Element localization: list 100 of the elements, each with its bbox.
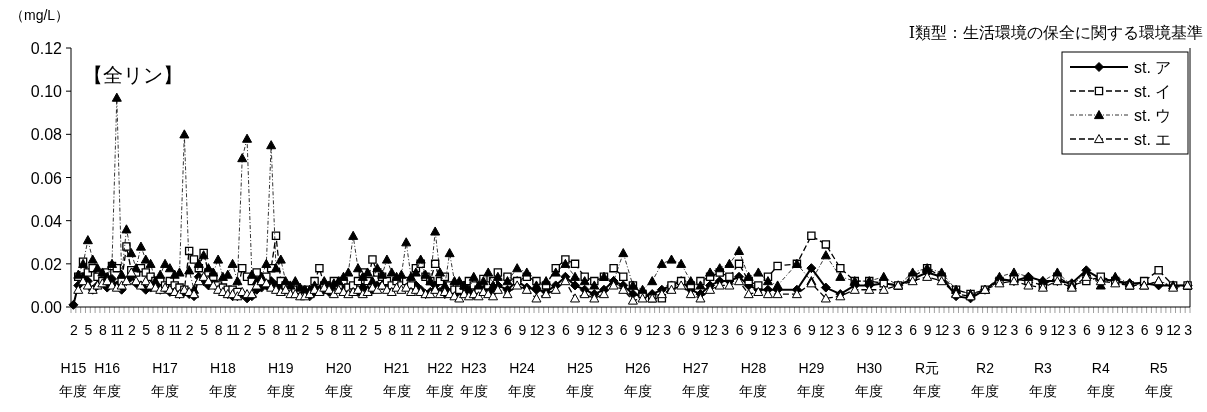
y-tick-label: 0.04 bbox=[30, 212, 63, 230]
x-tick-label: 3 bbox=[894, 322, 903, 338]
legend-label: st. ウ bbox=[1134, 107, 1172, 124]
x-tick-label: 5 bbox=[316, 322, 324, 338]
y-tick-label: 0.12 bbox=[30, 40, 63, 57]
x-tick-label: 8 bbox=[388, 322, 397, 338]
x-tick-label: 8 bbox=[98, 322, 107, 338]
x-tick-label: 3 bbox=[721, 322, 730, 338]
x-tick-label: 9 bbox=[981, 322, 990, 338]
category-label: R元年度 bbox=[913, 360, 942, 399]
x-tick-label: 12 bbox=[1108, 322, 1124, 338]
x-tick-label: 12 bbox=[1050, 322, 1066, 338]
x-tick-label: 2 bbox=[127, 322, 136, 338]
y-tick-label: 0.00 bbox=[30, 299, 63, 316]
x-tick-label: 6 bbox=[504, 322, 513, 338]
x-tick-label: 12 bbox=[703, 322, 719, 338]
x-tick-label: 9 bbox=[923, 322, 932, 338]
y-tick-label: 0.02 bbox=[30, 255, 63, 273]
x-tick-label: 11 bbox=[342, 322, 356, 338]
x-tick-label: 9 bbox=[865, 322, 874, 338]
x-tick-label: 12 bbox=[934, 322, 950, 338]
x-tick-label: 8 bbox=[156, 322, 165, 338]
x-tick-label: 3 bbox=[836, 322, 845, 338]
x-tick-label: 2 bbox=[185, 322, 194, 338]
x-tick-label: 9 bbox=[634, 322, 643, 338]
x-tick-label: 3 bbox=[1184, 322, 1193, 338]
x-tick-label: 9 bbox=[576, 322, 585, 338]
x-tick-label: 9 bbox=[460, 322, 469, 338]
category-label: H21年度 bbox=[382, 360, 411, 399]
x-tick-label: 12 bbox=[992, 322, 1008, 338]
x-tick-label: 3 bbox=[779, 322, 788, 338]
category-label: R2年度 bbox=[971, 360, 1000, 399]
category-label: R3年度 bbox=[1028, 360, 1057, 399]
x-tick-label: 3 bbox=[663, 322, 672, 338]
x-tick-label: 3 bbox=[547, 322, 556, 338]
x-tick-label: 6 bbox=[967, 322, 976, 338]
x-tick-label: 6 bbox=[851, 322, 860, 338]
x-tick-label: 6 bbox=[1140, 322, 1149, 338]
x-tick-label: 9 bbox=[518, 322, 527, 338]
category-label: R4年度 bbox=[1086, 360, 1115, 399]
x-tick-label: 9 bbox=[807, 322, 816, 338]
x-tick-label: 11 bbox=[284, 322, 298, 338]
y-tick-label: 0.10 bbox=[30, 83, 63, 101]
x-tick-label: 2 bbox=[446, 322, 455, 338]
category-label: H24年度 bbox=[507, 360, 536, 399]
x-tick-label: 9 bbox=[1097, 322, 1106, 338]
x-tick-label: 11 bbox=[428, 322, 443, 338]
x-tick-label: 12 bbox=[645, 322, 661, 338]
category-label: H20年度 bbox=[324, 360, 353, 399]
y-tick-label: 0.08 bbox=[30, 126, 63, 144]
category-label: H28年度 bbox=[739, 360, 768, 399]
x-tick-label: 12 bbox=[819, 322, 834, 338]
x-tick-label: 11 bbox=[399, 322, 414, 338]
x-tick-label: 12 bbox=[471, 322, 487, 338]
x-tick-label: 3 bbox=[1126, 322, 1135, 338]
x-tick-label: 3 bbox=[1010, 322, 1019, 338]
x-tick-label: 6 bbox=[793, 322, 802, 338]
x-tick-label: 6 bbox=[561, 322, 570, 338]
x-tick-label: 8 bbox=[330, 322, 339, 338]
x-tick-label: 6 bbox=[619, 322, 628, 338]
category-label: H17年度 bbox=[151, 360, 180, 399]
x-tick-label: 6 bbox=[677, 322, 686, 338]
category-label: H25年度 bbox=[565, 360, 594, 399]
x-tick-label: 9 bbox=[1155, 322, 1164, 338]
annotation: Ⅰ類型：生活環境の保全に関する環境基準 bbox=[908, 24, 1203, 41]
x-tick-label: 6 bbox=[1025, 322, 1034, 338]
y-tick-label: 0.06 bbox=[30, 169, 63, 187]
x-tick-label: 12 bbox=[529, 322, 545, 338]
legend-label: st. ア bbox=[1134, 59, 1172, 76]
x-tick-label: 2 bbox=[359, 322, 368, 338]
title: 【全リン】 bbox=[83, 64, 183, 86]
x-tick-label: 9 bbox=[1039, 322, 1048, 338]
x-tick-label: 12 bbox=[587, 322, 603, 338]
legend-label: st. エ bbox=[1134, 131, 1172, 148]
x-tick-label: 9 bbox=[750, 322, 759, 338]
category-label: H22年度 bbox=[425, 360, 454, 399]
x-tick-label: 3 bbox=[489, 322, 498, 338]
category-label: H26年度 bbox=[623, 360, 652, 399]
x-tick-label: 11 bbox=[226, 322, 241, 338]
category-label: H29年度 bbox=[797, 360, 826, 399]
x-tick-label: 2 bbox=[243, 322, 252, 338]
x-tick-label: 9 bbox=[692, 322, 701, 338]
x-tick-label: 8 bbox=[214, 322, 223, 338]
x-tick-label: 6 bbox=[735, 322, 744, 338]
x-tick-label: 5 bbox=[142, 322, 151, 338]
x-tick-label: 12 bbox=[1166, 322, 1182, 338]
x-tick-label: 5 bbox=[200, 322, 209, 338]
x-tick-label: 11 bbox=[110, 322, 125, 338]
x-tick-label: 5 bbox=[373, 322, 382, 338]
x-tick-label: 5 bbox=[84, 322, 93, 338]
ylabel: （mg/L） bbox=[10, 7, 70, 23]
x-tick-label: 8 bbox=[272, 322, 281, 338]
x-tick-label: 2 bbox=[417, 322, 426, 338]
category-label: H30年度 bbox=[855, 360, 884, 399]
x-tick-label: 11 bbox=[168, 322, 183, 338]
x-tick-label: 6 bbox=[1082, 322, 1091, 338]
x-tick-label: 3 bbox=[605, 322, 614, 338]
x-tick-label: 2 bbox=[70, 322, 79, 338]
category-label: H27年度 bbox=[681, 360, 710, 399]
category-label: H19年度 bbox=[266, 360, 295, 399]
